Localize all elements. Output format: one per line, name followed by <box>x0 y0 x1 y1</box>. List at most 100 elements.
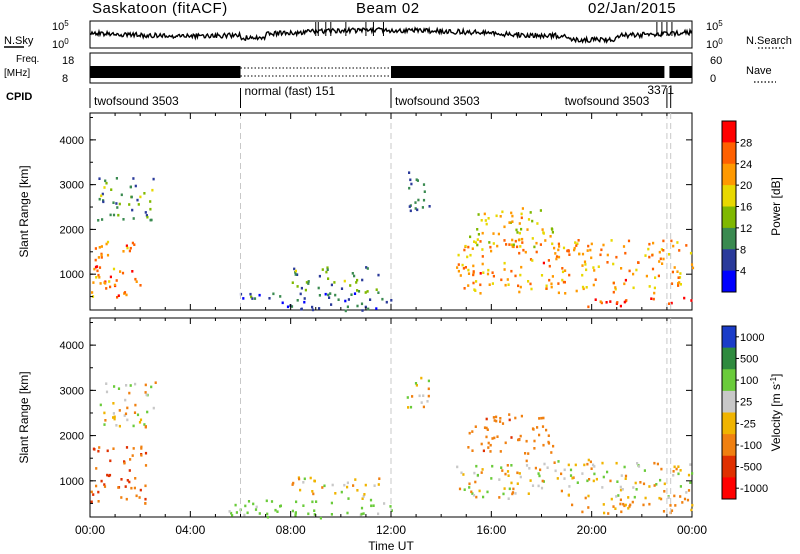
power-datum <box>614 287 617 291</box>
power-datum <box>555 257 558 261</box>
velocity-datum <box>463 488 466 491</box>
power-datum <box>519 273 522 277</box>
velocity-datum <box>516 482 519 485</box>
power-datum <box>421 206 424 209</box>
power-datum <box>491 271 494 274</box>
velocity-datum <box>346 485 349 489</box>
velocity-datum <box>132 447 135 450</box>
power-datum <box>562 246 566 250</box>
nsearch-label: N.Search <box>746 35 792 47</box>
power-datum <box>545 287 548 290</box>
power-datum <box>648 242 651 246</box>
power-datum <box>529 258 533 261</box>
velocity-datum <box>593 472 596 476</box>
velocity-datum <box>689 481 692 484</box>
velocity-datum <box>510 436 513 439</box>
power-datum <box>113 283 116 287</box>
power-datum <box>575 244 578 247</box>
power-datum <box>564 269 567 272</box>
power-colorbar-tick-label: 24 <box>740 159 752 171</box>
power-datum <box>307 280 310 283</box>
power-datum <box>561 267 564 270</box>
power-datum <box>587 244 590 248</box>
velocity-datum <box>595 477 598 481</box>
velocity-datum <box>689 463 692 466</box>
power-datum <box>472 273 475 277</box>
power-datum <box>459 274 462 277</box>
power-datum <box>662 239 665 243</box>
power-datum <box>561 278 564 282</box>
velocity-ytick-label: 1000 <box>60 476 84 488</box>
velocity-datum <box>642 503 645 507</box>
velocity-datum <box>270 500 274 503</box>
velocity-datum <box>254 508 258 511</box>
power-datum <box>328 296 331 299</box>
power-datum <box>293 267 296 271</box>
velocity-datum <box>634 481 637 485</box>
velocity-datum <box>498 478 501 481</box>
velocity-datum <box>139 418 143 422</box>
velocity-colorbar-tick-label: -500 <box>740 462 762 474</box>
power-datum <box>471 247 474 250</box>
velocity-datum <box>126 418 129 422</box>
power-datum <box>143 192 146 195</box>
power-datum <box>98 197 101 201</box>
velocity-datum <box>427 387 430 391</box>
power-datum <box>480 219 483 222</box>
power-datum <box>521 207 524 210</box>
velocity-datum <box>132 424 135 428</box>
power-datum <box>134 184 137 188</box>
velocity-datum <box>136 413 140 417</box>
power-datum <box>97 219 100 222</box>
velocity-datum <box>106 449 109 453</box>
power-datum <box>492 274 495 278</box>
velocity-datum <box>540 416 543 420</box>
power-datum <box>106 253 110 257</box>
velocity-colorbar-tick-label: 1000 <box>740 332 764 344</box>
velocity-datum <box>372 504 375 507</box>
power-colorbar-label: Power [dB] <box>769 177 783 236</box>
velocity-datum <box>125 497 128 501</box>
power-datum <box>614 286 617 289</box>
velocity-datum <box>546 466 549 469</box>
power-datum <box>126 246 129 250</box>
velocity-datum <box>507 497 510 500</box>
power-datum <box>600 248 603 252</box>
power-datum <box>676 241 679 244</box>
power-colorbar-tick-label: 20 <box>740 180 752 192</box>
power-datum <box>677 276 680 279</box>
power-datum <box>128 203 131 206</box>
power-datum <box>653 291 656 295</box>
power-datum <box>131 270 134 273</box>
velocity-datum <box>538 433 541 437</box>
power-datum <box>473 240 476 243</box>
power-datum <box>612 290 615 294</box>
power-datum <box>117 213 120 217</box>
power-datum <box>527 218 531 221</box>
velocity-datum <box>485 435 488 439</box>
power-datum <box>689 251 693 255</box>
power-datum <box>324 292 327 296</box>
power-datum <box>518 222 521 225</box>
power-datum <box>377 273 380 277</box>
power-datum <box>531 237 534 240</box>
velocity-datum <box>411 395 414 398</box>
velocity-datum <box>340 490 343 494</box>
velocity-datum <box>542 416 545 420</box>
power-datum <box>506 278 509 281</box>
power-datum <box>496 244 499 248</box>
power-datum <box>550 285 553 289</box>
velocity-datum <box>243 513 246 517</box>
velocity-datum <box>584 496 587 500</box>
power-datum <box>557 282 560 285</box>
power-datum <box>416 208 419 212</box>
power-datum <box>609 300 612 303</box>
power-datum <box>479 240 482 243</box>
power-datum <box>417 198 420 202</box>
nsky-panel-frame <box>89 20 693 49</box>
velocity-datum <box>407 406 410 409</box>
power-datum <box>304 288 307 292</box>
velocity-datum <box>235 511 238 514</box>
power-datum <box>567 250 570 253</box>
velocity-datum <box>92 493 95 496</box>
